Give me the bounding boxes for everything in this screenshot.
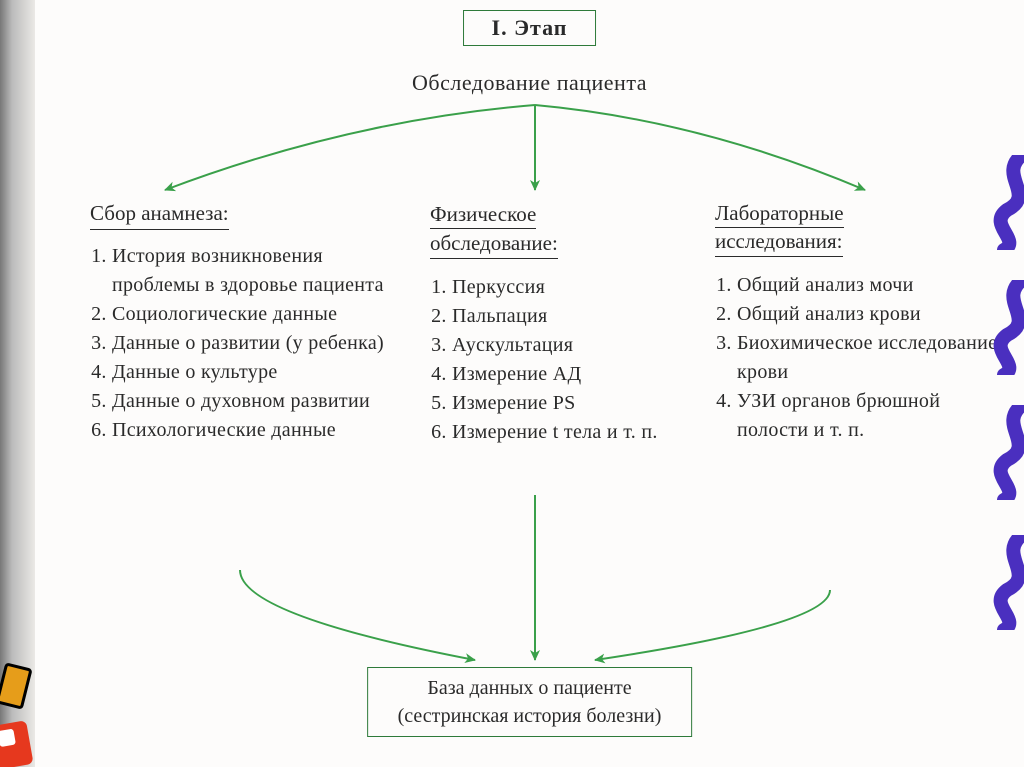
list-item: Измерение t тела и т. п. <box>452 418 685 447</box>
list-item: Перкуссия <box>452 273 685 302</box>
list-item: Социологические данные <box>112 300 400 329</box>
list-item: Пальпация <box>452 302 685 331</box>
list-item: Аускультация <box>452 331 685 360</box>
col3-title: Лабораторныеисследования: <box>715 200 844 259</box>
col3-list: Общий анализ мочиОбщий анализ кровиБиохи… <box>715 271 1000 445</box>
list-item: Данные о духовном развитии <box>112 387 400 416</box>
database-line1: База данных о пациенте <box>398 674 662 702</box>
list-item: История возникновения проблемы в здоровь… <box>112 242 400 300</box>
stage-title: I. Этап <box>492 15 568 40</box>
page-bg: I. Этап Обследование пациента Сбор анамн… <box>0 0 1024 767</box>
list-item: Общий анализ мочи <box>737 271 1000 300</box>
stage-subtitle: Обследование пациента <box>412 70 647 96</box>
list-item: Данные о развитии (у ребенка) <box>112 329 400 358</box>
col1-list: История возникновения проблемы в здоровь… <box>90 242 400 445</box>
list-item: Измерение PS <box>452 389 685 418</box>
wave-icon <box>992 155 1024 250</box>
wave-icon <box>992 405 1024 500</box>
slide-decoration-red <box>0 720 34 767</box>
list-item: Биохимическое исследование крови <box>737 329 1000 387</box>
col2-title: Физическоеобследование: <box>430 200 558 261</box>
list-item: Данные о культуре <box>112 358 400 387</box>
list-item: Измерение АД <box>452 360 685 389</box>
list-item: УЗИ органов брюшной полости и т. п. <box>737 387 1000 445</box>
wave-icon <box>992 280 1024 375</box>
stage-title-box: I. Этап <box>463 10 597 46</box>
slide-decoration-orange <box>0 662 33 710</box>
database-line2: (сестринская история болезни) <box>398 702 662 730</box>
list-item: Психологические данные <box>112 416 400 445</box>
sheet: I. Этап Обследование пациента Сбор анамн… <box>35 0 1024 767</box>
column-lab: Лабораторныеисследования: Общий анализ м… <box>715 200 1000 445</box>
list-item: Общий анализ крови <box>737 300 1000 329</box>
database-box: База данных о пациенте (сестринская исто… <box>367 667 693 737</box>
col1-title: Сбор анамнеза: <box>90 200 229 230</box>
wave-icon <box>992 535 1024 630</box>
col2-list: ПеркуссияПальпацияАускультацияИзмерение … <box>430 273 685 447</box>
column-anamnesis: Сбор анамнеза: История возникновения про… <box>90 200 400 445</box>
column-physical: Физическоеобследование: ПеркуссияПальпац… <box>430 200 685 447</box>
